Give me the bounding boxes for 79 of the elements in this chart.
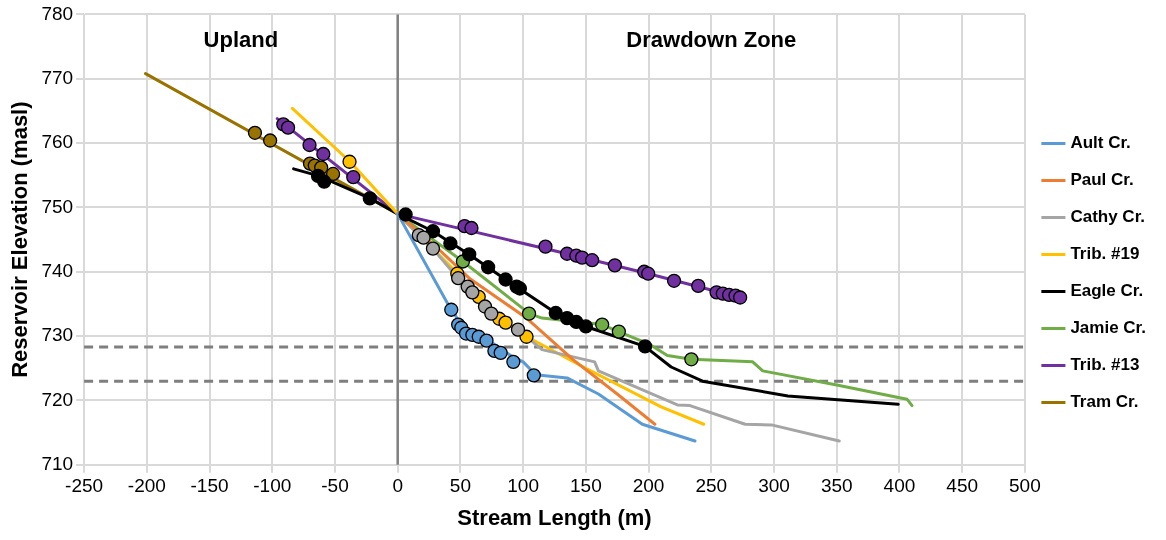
x-tick-label: 350 — [820, 475, 853, 497]
point — [510, 322, 526, 337]
legend-label: Trib. #19 — [1070, 244, 1140, 264]
point — [548, 305, 563, 321]
legend-label: Jamie Cr. — [1070, 318, 1147, 338]
point — [443, 236, 458, 251]
point — [416, 230, 431, 245]
point — [247, 125, 263, 140]
point — [506, 354, 521, 369]
x-tick-label: 250 — [695, 475, 728, 497]
point — [684, 352, 699, 367]
x-tick-label: -200 — [127, 475, 166, 497]
y-tick-label: 780 — [41, 2, 74, 24]
x-tick-label: -100 — [253, 475, 292, 497]
point — [444, 302, 459, 317]
x-tick-label: 50 — [449, 475, 471, 497]
point — [425, 241, 441, 256]
point — [493, 345, 508, 360]
point — [462, 247, 477, 262]
point — [666, 273, 682, 288]
point — [280, 120, 296, 135]
x-tick-label: 150 — [570, 475, 602, 497]
point — [498, 272, 513, 287]
point — [317, 174, 332, 189]
point — [316, 146, 331, 162]
x-tick-label: 100 — [507, 475, 539, 497]
point — [302, 137, 317, 153]
legend-label: Eagle Cr. — [1070, 281, 1144, 301]
point — [578, 319, 594, 334]
point — [451, 271, 466, 286]
point — [362, 191, 377, 206]
y-tick-label: 750 — [41, 195, 74, 217]
x-tick-label: -250 — [65, 475, 104, 497]
point — [262, 133, 278, 148]
point — [465, 285, 480, 300]
point — [637, 339, 653, 354]
point — [498, 315, 513, 330]
y-tick-label: 740 — [41, 260, 74, 282]
point — [342, 154, 357, 169]
point — [346, 170, 361, 185]
point — [480, 260, 496, 275]
point — [464, 220, 479, 236]
annotation: Drawdown Zone — [626, 27, 797, 53]
x-tick-label: 200 — [632, 475, 665, 497]
point — [398, 207, 413, 222]
point — [584, 253, 600, 268]
point — [325, 166, 341, 182]
legend-label: Tram Cr. — [1070, 392, 1139, 412]
legend-label: Cathy Cr. — [1070, 207, 1146, 227]
y-tick-label: 760 — [41, 131, 74, 153]
point — [479, 333, 494, 348]
point — [595, 317, 610, 332]
y-tick-label: 770 — [41, 66, 74, 88]
x-tick-label: 400 — [883, 475, 916, 497]
y-tick-label: 720 — [41, 388, 74, 410]
x-tick-label: -50 — [321, 475, 349, 497]
x-tick-label: 450 — [946, 475, 979, 497]
point — [607, 258, 622, 273]
x-tick-label: 500 — [1009, 475, 1041, 497]
y-axis-title: Reservoir Elevation (masl) — [7, 101, 33, 378]
point — [733, 290, 748, 305]
legend-label: Ault Cr. — [1070, 133, 1131, 153]
point — [521, 306, 537, 321]
legend-label: Paul Cr. — [1070, 170, 1134, 190]
legend-label: Trib. #13 — [1070, 355, 1140, 375]
x-tick-label: 0 — [392, 475, 403, 497]
point — [641, 266, 656, 281]
point — [484, 306, 499, 321]
x-axis-title: Stream Length (m) — [457, 504, 652, 530]
y-tick-label: 730 — [41, 324, 74, 346]
annotation: Upland — [203, 27, 279, 53]
x-tick-label: -150 — [190, 475, 229, 497]
point — [691, 278, 706, 294]
point — [512, 281, 528, 296]
point — [526, 368, 541, 383]
x-tick-label: 300 — [758, 475, 790, 497]
point — [611, 324, 626, 339]
y-tick-label: 710 — [41, 453, 74, 475]
point — [538, 239, 553, 254]
